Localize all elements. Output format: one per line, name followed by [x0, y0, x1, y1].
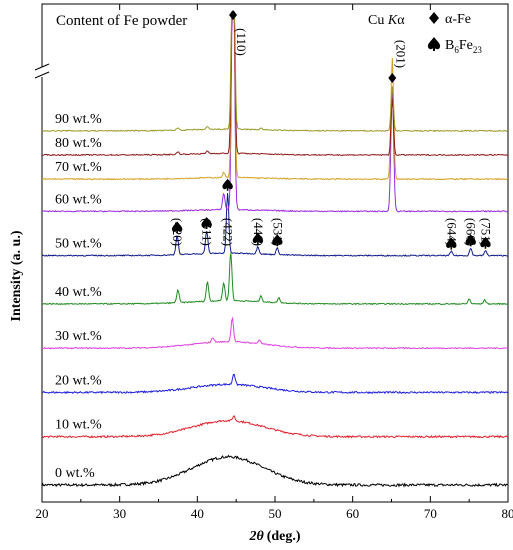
spade-icon: [272, 234, 283, 247]
series-line: [41, 415, 509, 439]
series-label: 40 wt.%: [55, 285, 102, 300]
series-layer: 0 wt.% 10 wt.% 20 wt.% 30 wt.% 40 wt.% 50 wt.…: [41, 11, 509, 488]
series-line: [41, 11, 509, 181]
legend: α-Fe B6Fe23: [427, 12, 482, 55]
series-line: [41, 11, 509, 213]
series-line: [41, 252, 509, 306]
legend-sub-23: 23: [473, 45, 483, 55]
hkl-label: (644): [444, 218, 459, 246]
spade-icon: [465, 234, 476, 247]
spade-icon: [222, 178, 233, 191]
legend-label-b6fe23: B6Fe23: [445, 38, 482, 55]
radiation-label-alpha: α: [397, 13, 405, 28]
spade-icon: [427, 37, 441, 51]
axis-break-mark: [34, 63, 50, 71]
hkl-label: (422): [221, 218, 236, 246]
x-axis-title: 2θ (deg.): [248, 529, 300, 544]
x-tick-label: 70: [424, 506, 437, 521]
series-label: 90 wt.%: [55, 112, 102, 127]
x-tick-label: 60: [346, 506, 359, 521]
series-label: 80 wt.%: [55, 136, 102, 151]
axis-break-gap: [36, 67, 48, 77]
diamond-icon: [229, 10, 238, 20]
content-label: Content of Fe powder: [56, 13, 187, 29]
x-tick-label: 20: [36, 506, 49, 521]
spade-icon: [446, 237, 457, 250]
series-label: 70 wt.%: [55, 160, 102, 175]
x-tick-label: 50: [269, 506, 282, 521]
series-label: 60 wt.%: [55, 192, 102, 207]
series-line: [41, 11, 509, 133]
diamond-icon: [388, 73, 397, 83]
series-label: 50 wt.%: [55, 237, 102, 252]
series-label: 20 wt.%: [55, 373, 102, 388]
hkl-label: (201): [393, 40, 408, 68]
spade-icon: [252, 232, 264, 245]
plot-area: 0 wt.% 10 wt.% 20 wt.% 30 wt.% 40 wt.% 50 wt.…: [34, 3, 513, 521]
hkl-label: (751): [478, 218, 493, 246]
phase-annotations: (110)(201)(420)(511)(422)(440)(531)(644)…: [170, 10, 493, 250]
axis-break: [34, 63, 50, 79]
y-axis-title: Intensity (a. u.): [9, 230, 24, 321]
series-line: [41, 11, 509, 157]
legend-fe: Fe: [459, 38, 473, 53]
radiation-label-prefix: Cu: [368, 13, 388, 28]
x-tick-label: 80: [502, 506, 513, 521]
radiation-label-k: K: [387, 13, 398, 28]
series-label: 10 wt.%: [55, 418, 102, 433]
legend-sub-6: 6: [454, 45, 459, 55]
series-line: [41, 193, 509, 257]
series-label: 30 wt.%: [55, 329, 102, 344]
series-line: [41, 373, 509, 395]
spade-icon: [201, 217, 212, 230]
axis-break-mark: [34, 71, 50, 79]
x-tick-label: 40: [191, 506, 204, 521]
spade-icon: [171, 221, 183, 234]
radiation-label: Cu Kα: [368, 13, 405, 28]
spade-icon: [480, 236, 491, 249]
diamond-icon: [429, 12, 439, 24]
legend-label-alpha-fe: α-Fe: [445, 12, 471, 27]
series-label: 0 wt.%: [55, 466, 95, 481]
series-line: [41, 316, 509, 350]
x-ticks: 20 30 40 50 60 70 80: [36, 4, 513, 521]
x-tick-label: 30: [113, 506, 126, 521]
series-line: [41, 454, 509, 488]
x-axis-title-symbol: 2θ: [248, 529, 264, 544]
x-axis-title-unit: (deg.): [267, 529, 301, 544]
hkl-label: (110): [234, 28, 249, 56]
